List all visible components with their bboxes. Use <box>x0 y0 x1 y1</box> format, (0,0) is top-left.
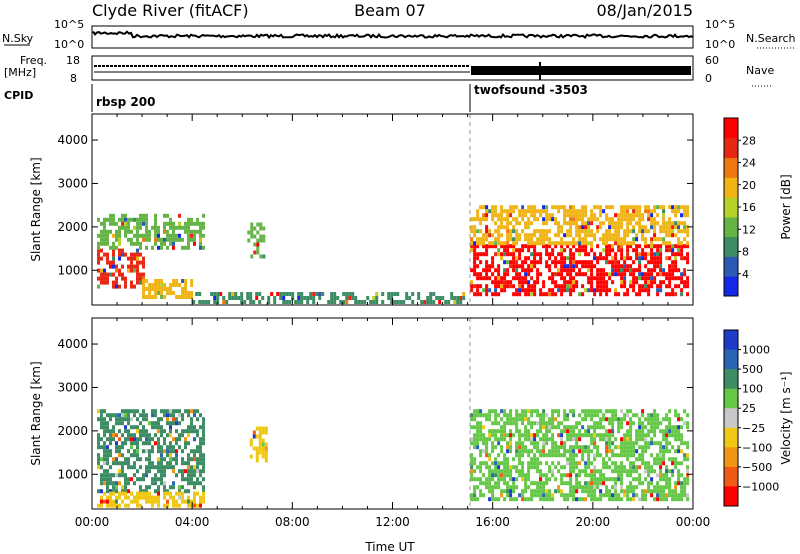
velocity-colorbar-swatch-0 <box>724 330 738 351</box>
velocity-colorbar-swatch-1 <box>724 349 738 370</box>
velocity-colorbar-tick-1: 500 <box>742 363 763 376</box>
velocity-colorbar-swatch-2 <box>724 369 738 390</box>
power-region-2 <box>142 279 194 299</box>
power-colorbar-swatch-5 <box>724 177 738 198</box>
freq-tick-top: 18 <box>66 54 80 67</box>
xtick-2: 08:00 <box>275 515 310 529</box>
power-colorbar-swatch-2 <box>724 236 738 257</box>
power-colorbar-swatch-1 <box>724 256 738 277</box>
velocity-colorbar-swatch-3 <box>724 388 738 409</box>
power-colorbar-tick-1: 8 <box>742 246 749 259</box>
velocity-region-2 <box>249 426 268 463</box>
velocity-ylabel: Slant Range [km] <box>29 361 43 465</box>
xtick-5: 20:00 <box>576 515 611 529</box>
cpid-mode-2: twofsound -3503 <box>474 83 588 97</box>
nsky-tick-bottom: 10^0 <box>54 38 84 51</box>
power-colorbar-swatch-0 <box>724 276 738 297</box>
power-colorbar-swatch-7 <box>724 137 738 159</box>
velocity-region-0 <box>97 409 205 494</box>
velocity-colorbar-label: Velocity [m s⁻¹] <box>779 371 793 464</box>
station-title: Clyde River (fitACF) <box>92 1 249 20</box>
cpid-mode-1: rbsp 200 <box>96 95 155 109</box>
power-ytick-0: 1000 <box>57 263 88 277</box>
velocity-panel: 1000 2000 3000 4000 00:00 04:00 08:00 12:00 16:0… <box>29 317 793 529</box>
velocity-colorbar-swatch-7 <box>724 466 738 487</box>
velocity-region-1 <box>97 491 205 508</box>
power-colorbar-tick-4: 20 <box>742 179 756 192</box>
power-colorbar-swatch-4 <box>724 197 738 218</box>
plot-header: Clyde River (fitACF) Beam 07 08/Jan/2015 <box>92 1 693 20</box>
beam-title: Beam 07 <box>354 1 426 20</box>
freq-label: Freq. <box>20 54 47 67</box>
power-region-6 <box>470 205 690 246</box>
xtick-4: 16:00 <box>475 515 510 529</box>
xtick-1: 04:00 <box>175 515 210 529</box>
freq-frame <box>91 55 694 81</box>
nave-tick-top: 60 <box>705 54 719 67</box>
nsky-tick-top: 10^5 <box>54 18 84 31</box>
velocity-colorbar-tick-6: −500 <box>742 461 772 474</box>
xtick-3: 12:00 <box>375 515 410 529</box>
velocity-colorbar-swatch-8 <box>724 486 738 507</box>
power-region-5 <box>470 244 690 297</box>
power-panel: 1000 2000 3000 4000 Slant Range [km] 4 8 12 16 20… <box>29 113 793 306</box>
power-region-4 <box>247 222 266 259</box>
nsky-label: N.Sky <box>2 32 34 45</box>
power-colorbar-tick-5: 24 <box>742 157 756 170</box>
velocity-ytick-1: 2000 <box>57 424 88 438</box>
power-colorbar-label: Power [dB] <box>779 174 793 239</box>
power-colorbar-tick-6: 28 <box>742 134 756 147</box>
nsearch-tick-bottom: 10^0 <box>705 38 735 51</box>
power-region-0 <box>97 248 145 289</box>
velocity-ytick-0: 1000 <box>57 467 88 481</box>
power-colorbar-swatch-8 <box>724 118 738 139</box>
power-ytick-2: 3000 <box>57 176 88 190</box>
power-colorbar: 4 8 12 16 20 24 28 <box>723 117 756 297</box>
nsky-panel: N.Sky 10^5 10^0 10^5 10^0 N.Search <box>2 18 796 51</box>
velocity-colorbar-swatch-6 <box>724 447 738 468</box>
power-region-1 <box>97 213 205 250</box>
velocity-colorbar-tick-0: 1000 <box>742 344 770 357</box>
freq-trace-late <box>471 66 691 75</box>
nsearch-label: N.Search <box>746 32 796 45</box>
date-title: 08/Jan/2015 <box>596 1 693 20</box>
cpid-panel: CPID rbsp 200 twofsound -3503 <box>4 83 588 112</box>
velocity-colorbar-tick-4: −25 <box>742 422 765 435</box>
velocity-colorbar-swatch-4 <box>724 408 738 429</box>
power-ylabel: Slant Range [km] <box>29 157 43 261</box>
freq-panel: Freq. [MHz] 18 8 60 0 Nave <box>4 54 774 87</box>
velocity-colorbar-swatch-5 <box>724 427 738 448</box>
nsearch-tick-top: 10^5 <box>705 18 735 31</box>
velocity-colorbar-tick-7: −1000 <box>742 480 779 493</box>
freq-unit: [MHz] <box>4 66 36 79</box>
xtick-6: 00:00 <box>676 515 711 529</box>
x-axis-label: Time UT <box>364 540 415 554</box>
velocity-ytick-3: 4000 <box>57 337 88 351</box>
cpid-label: CPID <box>4 89 33 102</box>
velocity-ytick-2: 3000 <box>57 380 88 394</box>
velocity-colorbar-tick-2: 100 <box>742 383 763 396</box>
velocity-colorbar-tick-5: −100 <box>742 441 772 454</box>
xtick-0: 00:00 <box>75 515 110 529</box>
power-colorbar-tick-0: 4 <box>742 268 749 281</box>
power-ytick-1: 2000 <box>57 220 88 234</box>
power-ytick-3: 4000 <box>57 133 88 147</box>
velocity-colorbar: 1000 500 100 25 −25 −100 −500 −1000 <box>723 329 779 507</box>
power-colorbar-swatch-3 <box>724 216 738 238</box>
nave-tick-bottom: 0 <box>705 72 712 85</box>
nave-label: Nave <box>746 64 774 77</box>
power-colorbar-tick-3: 16 <box>742 201 756 214</box>
power-colorbar-tick-2: 12 <box>742 223 756 236</box>
freq-tick-bottom: 8 <box>70 72 77 85</box>
power-region-3 <box>192 292 466 304</box>
power-colorbar-swatch-6 <box>724 157 738 178</box>
velocity-region-3 <box>470 409 690 502</box>
velocity-colorbar-tick-3: 25 <box>742 402 756 415</box>
nsky-trace <box>92 30 694 40</box>
